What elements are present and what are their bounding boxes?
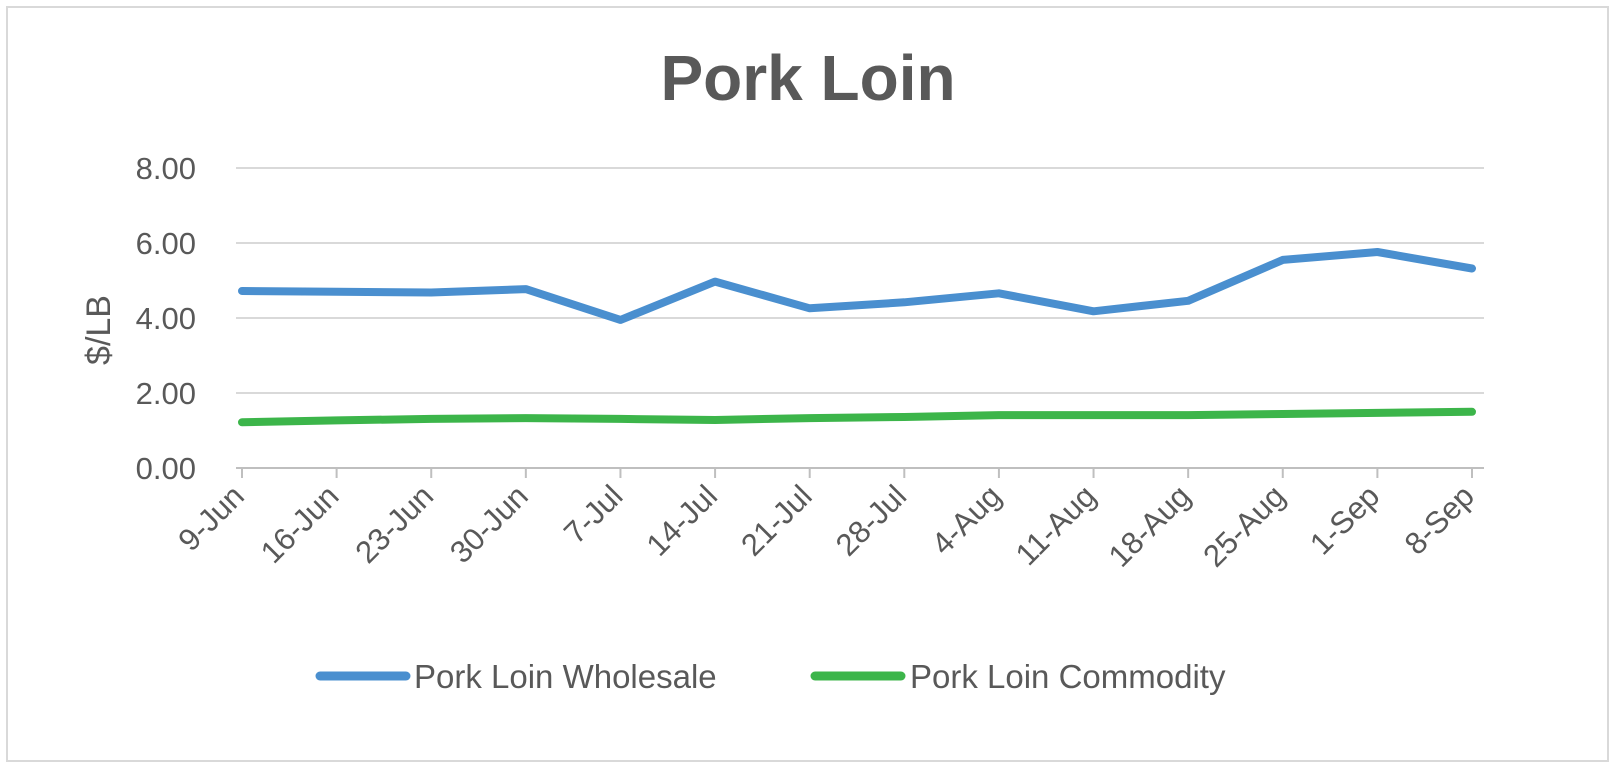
- y-tick-label: 0.00: [136, 451, 196, 486]
- legend: Pork Loin Wholesale Pork Loin Commodity: [315, 658, 1226, 695]
- x-tick-label: 11-Aug: [1009, 478, 1103, 572]
- legend-label: Pork Loin Wholesale: [414, 658, 717, 695]
- x-tick-label: 8-Sep: [1398, 478, 1481, 561]
- chart-title: Pork Loin: [660, 42, 955, 114]
- x-tick-label: 9-Jun: [171, 478, 251, 558]
- x-tick-label: 25-Aug: [1196, 478, 1291, 573]
- x-tick-label: 21-Jul: [734, 478, 818, 562]
- series-lines: [238, 248, 1476, 427]
- x-tick-label: 1-Sep: [1303, 478, 1386, 561]
- x-tick-label: 23-Jun: [348, 478, 440, 570]
- y-axis-ticks: 0.00 2.00 4.00 6.00 8.00: [136, 151, 196, 486]
- x-tick-label: 7-Jul: [557, 478, 629, 550]
- x-axis: [236, 467, 1484, 478]
- legend-label: Pork Loin Commodity: [910, 658, 1226, 695]
- y-tick-label: 8.00: [136, 151, 196, 186]
- x-tick-label: 4-Aug: [925, 478, 1008, 561]
- series-line-wholesale: [238, 248, 1476, 324]
- x-tick-label: 28-Jul: [829, 478, 913, 562]
- gridlines: [236, 167, 1484, 394]
- series-line-commodity: [238, 407, 1476, 427]
- x-tick-label: 30-Jun: [443, 478, 535, 570]
- x-axis-ticks: 9-Jun 16-Jun 23-Jun 30-Jun 7-Jul 14-Jul 21-Jul…: [171, 478, 1481, 573]
- y-axis-title: $/LB: [80, 295, 118, 365]
- x-tick-label: 16-Jun: [254, 478, 346, 570]
- x-tick-label: 14-Jul: [640, 478, 724, 562]
- x-tick-label: 18-Aug: [1102, 478, 1197, 573]
- y-tick-label: 4.00: [136, 301, 196, 336]
- y-tick-label: 2.00: [136, 376, 196, 411]
- y-tick-label: 6.00: [136, 226, 196, 261]
- chart-frame: [6, 6, 1609, 762]
